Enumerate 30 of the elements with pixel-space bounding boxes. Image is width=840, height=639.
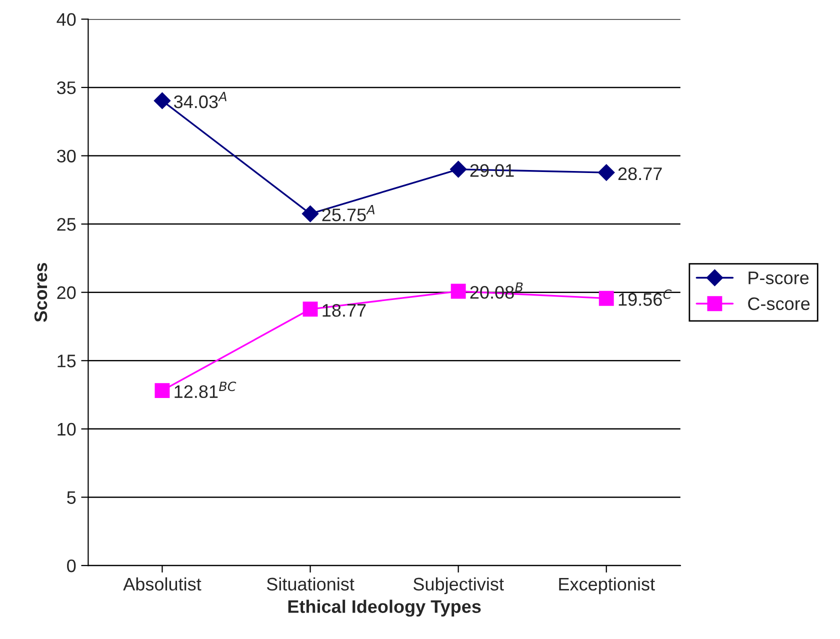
data-label: 18.77 xyxy=(322,304,366,317)
y-tick-label: 30 xyxy=(57,150,76,162)
x-axis-title: Ethical Ideology Types xyxy=(288,600,481,617)
x-tick-label: Absolutist xyxy=(123,577,202,591)
point xyxy=(450,160,467,178)
y-tick-label: 35 xyxy=(57,81,76,94)
y-tick-label: 15 xyxy=(58,354,76,368)
y-tick-label: 10 xyxy=(58,422,76,436)
legend-label: P-score xyxy=(748,272,809,284)
point xyxy=(302,302,318,317)
legend-label: C-score xyxy=(748,297,810,310)
data-label: 12.81$^{BC}$ xyxy=(174,382,236,398)
point xyxy=(154,92,171,110)
y-tick-label: 0 xyxy=(67,559,76,572)
point xyxy=(598,290,614,306)
y-tick-label: 25 xyxy=(57,218,76,231)
x-tick-label: Exceptionist xyxy=(559,577,655,594)
x-tick-label: Subjectivist xyxy=(413,577,504,594)
y-tick-label: 5 xyxy=(67,491,76,504)
data-label: 25.75$^{A}$ xyxy=(322,205,375,222)
data-label: 34.03$^{A}$ xyxy=(174,92,226,108)
data-label: 28.77 xyxy=(618,167,662,180)
y-tick-label: 20 xyxy=(57,286,76,300)
y-tick-label: 40 xyxy=(56,13,76,26)
point xyxy=(450,284,466,299)
x-tick-label: Situationist xyxy=(266,577,354,591)
point xyxy=(302,205,319,222)
point xyxy=(154,383,170,398)
point xyxy=(598,164,615,181)
y-axis-title: Scores xyxy=(34,262,48,322)
